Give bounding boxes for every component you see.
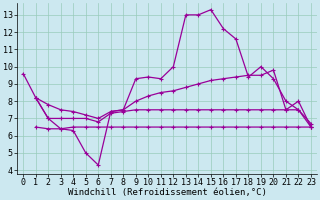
X-axis label: Windchill (Refroidissement éolien,°C): Windchill (Refroidissement éolien,°C) — [68, 188, 267, 197]
